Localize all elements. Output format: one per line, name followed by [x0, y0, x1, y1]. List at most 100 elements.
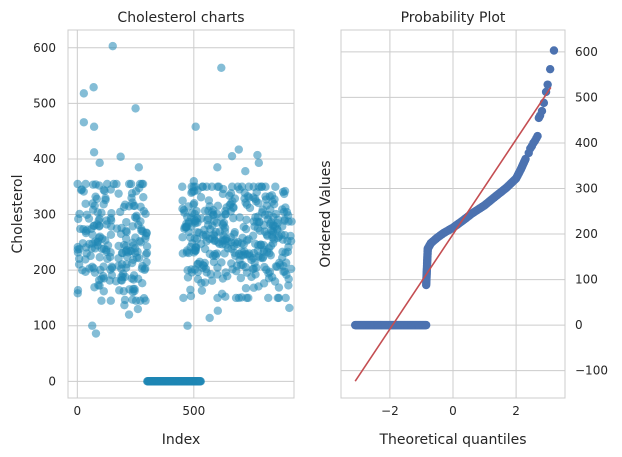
data-point — [94, 280, 103, 290]
data-point — [102, 220, 111, 229]
data-point — [213, 306, 223, 315]
data-point — [183, 266, 192, 275]
data-point — [99, 287, 108, 296]
data-point — [178, 233, 187, 242]
x-tick-label: 0 — [449, 404, 457, 418]
quantile-point — [549, 46, 559, 55]
data-point — [183, 321, 192, 330]
data-point — [235, 213, 244, 222]
quantile-point — [541, 87, 551, 97]
data-point — [73, 286, 83, 295]
data-point — [95, 222, 104, 231]
data-point — [191, 216, 200, 225]
data-point — [125, 285, 134, 294]
data-point — [137, 179, 147, 189]
data-point — [193, 260, 202, 269]
y-tick-label: 600 — [575, 45, 598, 59]
data-point — [134, 163, 144, 172]
data-point — [97, 208, 106, 218]
data-point — [191, 122, 200, 131]
data-point — [230, 228, 239, 237]
data-point — [117, 264, 126, 273]
data-point — [134, 253, 144, 263]
data-point — [178, 182, 187, 191]
data-point — [106, 265, 115, 274]
chart-title: Probability Plot — [401, 10, 506, 26]
data-point — [122, 245, 132, 255]
data-point — [107, 208, 116, 218]
data-point — [261, 195, 271, 204]
data-point — [88, 321, 97, 330]
data-point — [254, 158, 264, 168]
data-point — [221, 268, 230, 277]
data-point — [281, 203, 290, 212]
data-point — [193, 275, 203, 284]
data-point — [114, 254, 123, 263]
data-point — [213, 163, 222, 172]
data-point — [208, 251, 218, 261]
data-point — [273, 215, 283, 224]
data-point — [122, 217, 131, 227]
data-point — [139, 192, 148, 202]
data-point — [109, 179, 118, 189]
data-point — [225, 191, 234, 200]
data-point — [266, 241, 276, 251]
data-point — [220, 249, 229, 258]
data-point — [204, 214, 213, 223]
data-point — [133, 304, 143, 314]
data-point — [93, 241, 102, 250]
data-point — [272, 262, 282, 271]
data-point — [186, 285, 195, 294]
data-point — [242, 215, 251, 225]
x-tick-label: −2 — [381, 404, 399, 418]
data-point — [286, 264, 296, 274]
y-axis-label: Cholesterol — [10, 174, 26, 253]
data-point — [283, 236, 292, 246]
data-point — [212, 218, 221, 227]
data-point — [96, 265, 105, 275]
data-point — [77, 185, 86, 194]
y-tick-label: 300 — [575, 181, 598, 195]
data-point — [241, 166, 250, 176]
data-point — [221, 210, 230, 219]
data-point — [88, 230, 97, 239]
probability-plot: −2 0 2 −100 0 100 200 300 400 500 600 Probability … — [318, 10, 608, 448]
data-point — [131, 104, 140, 113]
data-point — [232, 239, 242, 249]
data-point — [125, 179, 134, 189]
y-tick-label: 300 — [33, 208, 56, 222]
data-point — [254, 282, 263, 291]
data-point — [285, 303, 294, 313]
data-point — [282, 270, 291, 279]
data-point — [85, 264, 94, 273]
data-point — [97, 296, 106, 305]
data-point — [90, 201, 99, 210]
x-axis-label: Index — [162, 432, 201, 448]
data-point — [217, 63, 226, 73]
x-tick-label: 2 — [512, 404, 520, 418]
data-point — [89, 148, 99, 157]
data-point — [103, 254, 112, 264]
data-point — [74, 254, 84, 263]
y-tick-label: 500 — [575, 90, 598, 104]
cholesterol-chart: 0 500 0 100 200 300 400 500 600 Cholesterol char… — [10, 10, 296, 448]
data-point — [206, 270, 215, 279]
data-point — [250, 258, 259, 267]
quantile-point — [533, 131, 542, 141]
data-point — [91, 329, 101, 338]
data-point — [241, 284, 251, 293]
quantile-point — [421, 320, 431, 330]
data-point — [264, 293, 273, 303]
x-axis-label: Theoretical quantiles — [378, 432, 526, 448]
data-point — [182, 246, 192, 255]
data-point — [210, 231, 219, 241]
data-point — [192, 206, 201, 216]
data-point — [269, 200, 279, 209]
data-point — [244, 249, 254, 258]
data-point — [106, 230, 116, 239]
data-point — [184, 202, 193, 211]
y-tick-label: 200 — [575, 227, 598, 241]
data-point — [115, 286, 124, 295]
data-point — [214, 182, 224, 191]
